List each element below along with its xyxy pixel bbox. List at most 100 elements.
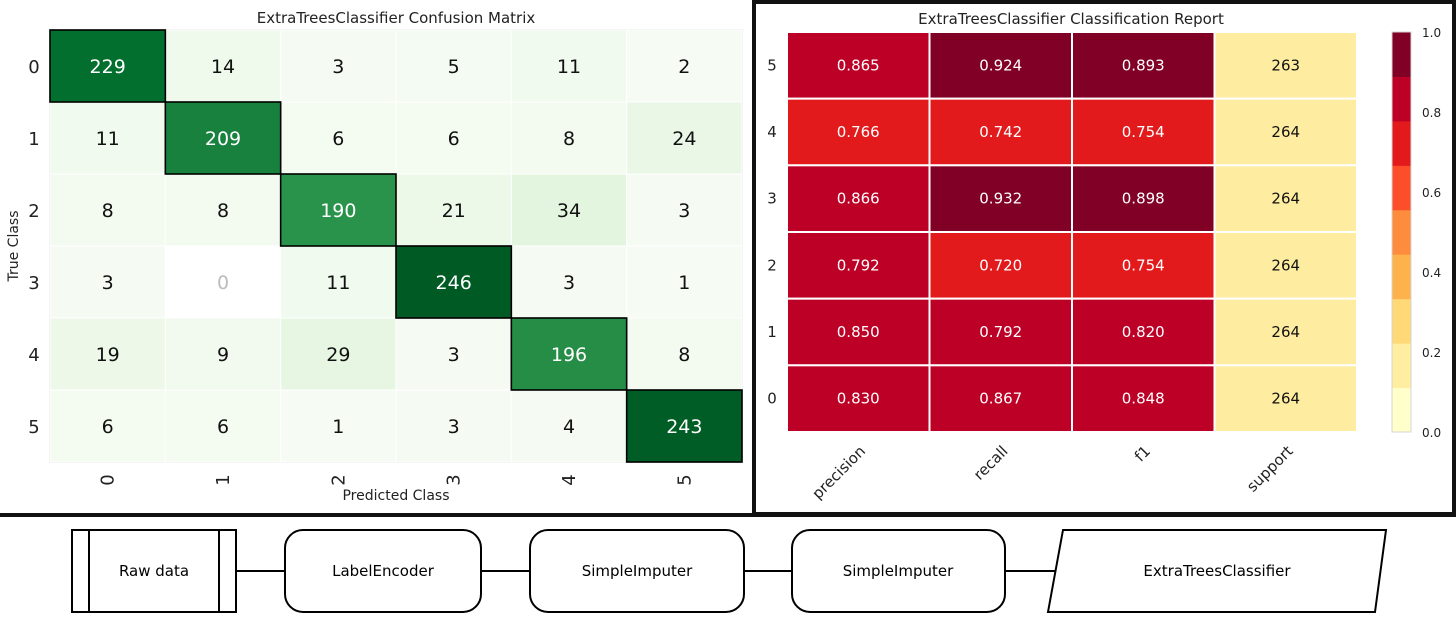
cr-cell: [1213, 231, 1358, 300]
cm-cell-value: 3: [448, 344, 460, 366]
colorbar-tick-label: 0.4: [1422, 266, 1441, 280]
cr-cell: [786, 297, 931, 367]
cm-cell: [510, 101, 628, 175]
cm-y-tick-label: 3: [28, 273, 39, 294]
colorbar-frame: [1391, 31, 1412, 433]
cr-x-tick-label: f1: [1131, 442, 1154, 465]
cr-cell-value: 264: [1271, 256, 1300, 274]
cm-x-tick-label: 2: [328, 474, 349, 485]
cm-diagonal-outline: [510, 317, 628, 391]
cm-cell-value: 9: [217, 344, 229, 366]
cm-diagonal-outline: [279, 173, 397, 247]
cr-cell: [1071, 97, 1216, 167]
cm-cell-value: 6: [332, 128, 344, 150]
pipeline-step-label: SimpleImputer: [843, 562, 954, 580]
cm-cell-value: 2: [678, 56, 690, 78]
cr-cell-value: 0.848: [1122, 390, 1165, 408]
cm-cells: 229 14 3 5 11 211 209 6 6 8 248 8 190 21 34 33 0 11 246 3 11…: [49, 29, 743, 463]
cr-y-tick-label: 3: [767, 190, 777, 208]
cr-cell: [1071, 31, 1216, 100]
cm-cell: [510, 173, 628, 247]
cr-cell-value: 0.742: [979, 123, 1022, 141]
colorbar-segment: [1392, 254, 1411, 300]
cm-cell: [395, 29, 512, 103]
cm-cell: [280, 173, 397, 247]
pipeline-step-label: SimpleImputer: [582, 562, 693, 580]
cr-x-tick-label: support: [1243, 442, 1297, 496]
colorbar-segment: [1392, 209, 1411, 255]
cm-cell: [626, 101, 743, 175]
pipeline-step-label: LabelEncoder: [332, 562, 435, 580]
cm-y-tick-label: 5: [28, 417, 39, 438]
cm-cell-value: 0: [217, 272, 229, 294]
cm-cell-value: 19: [96, 344, 120, 366]
cr-cell-value: 0.766: [837, 123, 880, 141]
cr-cell: [928, 164, 1073, 233]
colorbar-tick-label: 1.0: [1422, 26, 1441, 40]
cr-cell-value: 264: [1271, 190, 1300, 208]
cm-cell: [49, 389, 166, 463]
cr-cell-value: 0.867: [979, 390, 1022, 408]
cm-cell-value: 3: [563, 272, 575, 294]
cm-x-tick-label: 3: [444, 474, 465, 485]
cr-cell-value: 0.720: [979, 256, 1022, 274]
classification-report-panel: ExtraTreesClassifier Classification Repo…: [767, 10, 1441, 503]
cr-cell: [928, 97, 1073, 167]
cr-y-tick-label: 4: [767, 123, 777, 141]
cr-cell: [1213, 97, 1358, 167]
cr-cell: [1213, 297, 1358, 367]
cr-cell-value: 0.924: [979, 56, 1022, 74]
cm-cell-value: 34: [557, 200, 581, 222]
cm-y-tick-label: 1: [28, 129, 39, 150]
cr-y-tick-label: 5: [767, 56, 777, 74]
cm-cell-value: 246: [436, 272, 472, 294]
cr-cell: [1213, 31, 1358, 100]
cm-cell-value: 196: [551, 344, 587, 366]
cr-cell-value: 0.893: [1122, 56, 1165, 74]
colorbar-tick-label: 0.6: [1422, 186, 1441, 200]
pipeline-step-label: ExtraTreesClassifier: [1143, 562, 1291, 580]
cr-cell: [1213, 364, 1358, 434]
cm-x-tick-label: 4: [559, 474, 580, 485]
pipeline-diagram: Raw data LabelEncoder SimpleImputer Simp…: [71, 529, 1388, 613]
colorbar-tick-label: 0.0: [1422, 426, 1441, 440]
colorbar-segment: [1392, 120, 1411, 166]
cm-cell: [49, 101, 166, 175]
cr-cell: [1213, 164, 1358, 233]
cr-cell-value: 0.754: [1122, 256, 1165, 274]
cr-cells: 0.865 0.924 0.893 263 0.766 0.742 0.754 264 0.86…: [786, 31, 1358, 434]
cm-cell: [626, 29, 743, 103]
cm-cell: [510, 317, 628, 391]
cm-cell-value: 8: [217, 200, 229, 222]
cr-cell-value: 0.866: [837, 190, 880, 208]
cm-cell-value: 5: [448, 56, 460, 78]
cr-y-tick-label: 1: [767, 323, 777, 341]
cr-cell-value: 0.850: [837, 323, 880, 341]
colorbar-segment: [1392, 165, 1411, 211]
pipeline-step-simple-imputer-2: SimpleImputer: [791, 529, 1006, 613]
cm-cell-value: 243: [666, 416, 702, 438]
cm-cell-value: 3: [448, 416, 460, 438]
cr-cell: [786, 164, 931, 233]
cm-cell: [626, 173, 743, 247]
confusion-matrix-panel: ExtraTreesClassifier Confusion Matrix 22…: [6, 9, 743, 504]
cr-cell: [786, 31, 931, 100]
cm-cell: [510, 389, 628, 463]
cm-cell: [280, 101, 397, 175]
cm-cell: [164, 245, 282, 319]
cr-y-tick-label: 0: [767, 390, 777, 408]
cm-x-tick-labels: 0 1 2 3 4 5: [98, 474, 696, 485]
cm-cell-value: 1: [678, 272, 690, 294]
pipeline-step-label: Raw data: [119, 562, 189, 580]
cm-diagonal-outline: [625, 389, 743, 463]
cm-cell: [49, 173, 166, 247]
colorbar-tick-label: 0.8: [1422, 106, 1441, 120]
cm-cell-value: 6: [102, 416, 114, 438]
pipeline-step-extra-trees-classifier: ExtraTreesClassifier: [1046, 529, 1388, 613]
cm-cell-value: 8: [678, 344, 690, 366]
cr-cell: [1071, 164, 1216, 233]
cm-cell-value: 11: [96, 128, 120, 150]
cm-cell-value: 3: [678, 200, 690, 222]
pipeline-step-label-encoder: LabelEncoder: [284, 529, 482, 613]
cm-cell: [626, 317, 743, 391]
